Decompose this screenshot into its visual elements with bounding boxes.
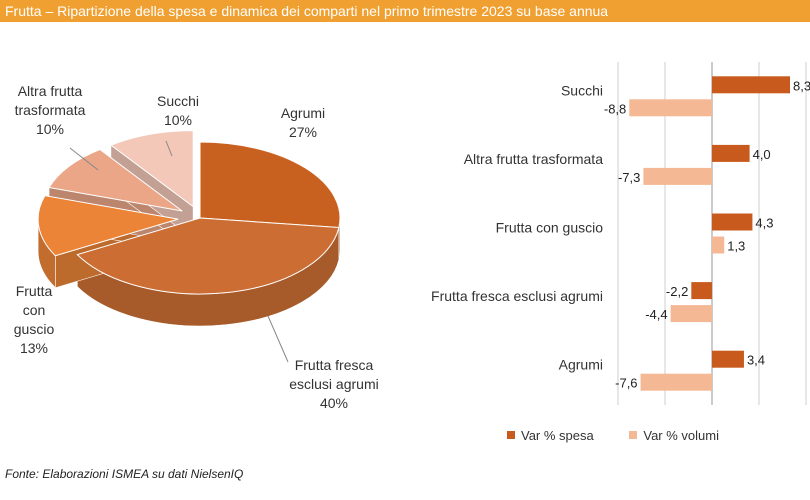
- bar-data-label: -7,6: [615, 376, 637, 391]
- pie-leader-line: [69, 147, 99, 171]
- bar-data-label: 4,0: [753, 147, 771, 162]
- pie-chart: Agrumi 27% Frutta fresca esclusi agrumi 40% F…: [14, 83, 379, 411]
- bar-data-label: 3,4: [747, 353, 765, 368]
- bar-spesa: [691, 282, 712, 300]
- source-note: Fonte: Elaborazioni ISMEA su dati Nielse…: [5, 467, 244, 481]
- bar-data-label: -4,4: [645, 307, 667, 322]
- bar-chart: Succhi 8,3 -8,8 Altra frutta trasformata 4,0…: [431, 62, 810, 405]
- legend-label-volumi: Var % volumi: [643, 428, 719, 443]
- bar-spesa: [712, 213, 753, 231]
- bar-spesa: [712, 350, 744, 368]
- page-title: Frutta – Ripartizione della spesa e dina…: [5, 3, 609, 19]
- pie-slice: [37, 195, 179, 257]
- legend-label-spesa: Var % spesa: [521, 428, 594, 443]
- legend-swatch-spesa: [507, 431, 515, 439]
- pie-slice: [48, 148, 183, 212]
- bar-data-label: 4,3: [755, 216, 773, 231]
- bar-category-label: Altra frutta trasformata: [464, 151, 603, 167]
- pie-leader-line: [267, 315, 289, 363]
- pie-slice: [109, 130, 194, 208]
- bar-volumi: [670, 305, 712, 323]
- legend-item-spesa: Var % spesa: [507, 428, 594, 443]
- legend-item-volumi: Var % volumi: [629, 428, 719, 443]
- pie-slice-label: Frutta fresca esclusi agrumi 40%: [289, 357, 378, 411]
- bar-category-label: Frutta con guscio: [496, 220, 604, 236]
- legend-swatch-volumi: [629, 431, 638, 439]
- bar-volumi: [629, 99, 712, 117]
- pie-slice: [199, 141, 341, 229]
- bar-volumi: [712, 236, 725, 254]
- bar-spesa: [712, 76, 791, 94]
- bar-data-label: -8,8: [604, 101, 626, 116]
- bar-legend: Var % spesa Var % volumi: [507, 428, 751, 443]
- pie-slice-label: Succhi 10%: [157, 93, 199, 128]
- bar-data-label: -2,2: [666, 284, 688, 299]
- bar-category-label: Frutta fresca esclusi agrumi: [431, 288, 603, 304]
- pie-slice-label: Agrumi 27%: [281, 105, 325, 140]
- bar-spesa: [712, 144, 750, 162]
- bar-category-label: Succhi: [561, 82, 603, 98]
- title-banner: Frutta – Ripartizione della spesa e dina…: [0, 0, 810, 22]
- pie-leader-line: [165, 140, 173, 157]
- bar-data-label: 8,3: [793, 78, 810, 93]
- bar-data-label: 1,3: [727, 239, 745, 254]
- pie-slice-label: Altra frutta trasformata 10%: [15, 83, 86, 137]
- bar-volumi: [643, 167, 712, 185]
- bar-category-label: Agrumi: [559, 357, 603, 373]
- pie-slice-label: Frutta con guscio 13%: [14, 283, 55, 356]
- bar-data-label: -7,3: [618, 170, 640, 185]
- pie-slice: [76, 217, 340, 295]
- bar-volumi: [640, 373, 712, 391]
